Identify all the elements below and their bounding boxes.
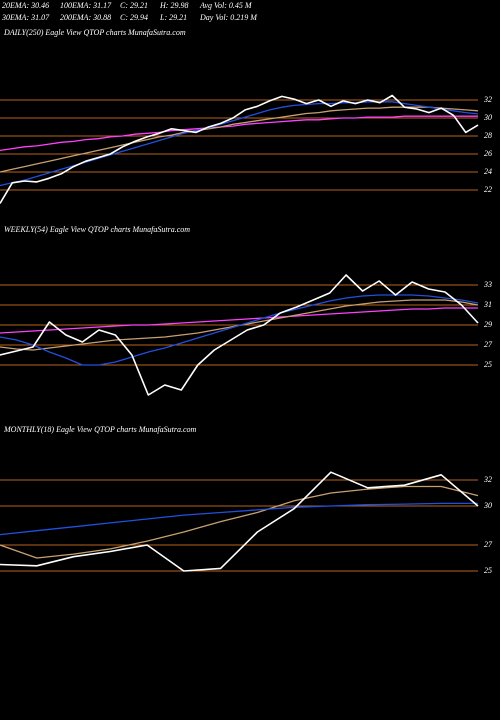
- header-stat: C: 29.21: [120, 1, 148, 10]
- y-tick-label: 22: [484, 185, 492, 194]
- panel-title: MONTHLY(18) Eagle View QTOP charts Munaf…: [3, 425, 197, 434]
- y-tick-label: 27: [484, 540, 493, 549]
- price-line: [0, 307, 478, 334]
- y-tick-label: 29: [484, 320, 492, 329]
- y-tick-label: 30: [483, 501, 492, 510]
- y-tick-label: 30: [483, 113, 492, 122]
- header-stat: Day Vol: 0.219 M: [199, 13, 258, 22]
- y-tick-label: 25: [484, 360, 492, 369]
- y-tick-label: 31: [483, 300, 492, 309]
- y-tick-label: 28: [484, 131, 492, 140]
- y-tick-label: 26: [484, 149, 492, 158]
- y-tick-label: 32: [483, 475, 492, 484]
- header-stat: C: 29.94: [120, 13, 148, 22]
- panel-title: WEEKLY(54) Eagle View QTOP charts Munafa…: [4, 225, 190, 234]
- header-stat: 30EMA: 31.07: [1, 13, 50, 22]
- header-stat: Avg Vol: 0.45 M: [199, 1, 253, 10]
- y-tick-label: 25: [484, 566, 492, 575]
- price-line: [0, 485, 479, 559]
- header-stat: 100EMA: 31.17: [60, 1, 112, 10]
- price-line: [0, 274, 479, 396]
- price-line: [0, 106, 479, 173]
- y-tick-label: 24: [484, 167, 492, 176]
- price-line: [0, 471, 479, 572]
- header-stat: 20EMA: 30.46: [2, 1, 49, 10]
- panel-title: DAILY(250) Eagle View QTOP charts Munafa…: [3, 28, 186, 37]
- header-stat: 200EMA: 30.88: [60, 13, 111, 22]
- price-line: [0, 94, 479, 204]
- y-tick-label: 32: [483, 95, 492, 104]
- header-stat: L: 29.21: [159, 13, 187, 22]
- y-tick-label: 33: [483, 280, 492, 289]
- y-tick-label: 27: [484, 340, 493, 349]
- header-stat: H: 29.98: [159, 1, 188, 10]
- price-line: [0, 115, 478, 152]
- price-line: [0, 502, 478, 536]
- price-line: [0, 294, 479, 366]
